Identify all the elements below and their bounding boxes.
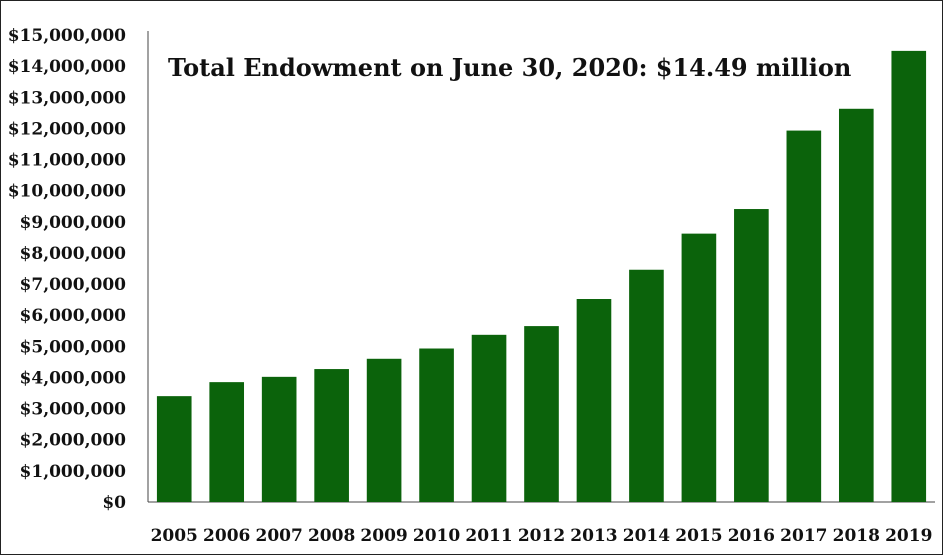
y-tick-label: $4,000,000 [20,368,127,388]
bar-2007 [261,376,297,502]
x-tick-labels: 2005 2006 2007 2008 2009 2010 2011 2012 2013 2014… [151,526,933,546]
x-tick-label: 2019 [885,526,932,546]
bar-2018 [838,108,874,502]
y-tick-labels: $0 $1,000,000 $2,000,000 $3,000,000 $4,000,0… [8,26,126,513]
x-tick-label: 2007 [256,526,303,546]
x-tick-label: 2017 [780,526,827,546]
y-tick-label: $7,000,000 [20,275,127,295]
x-tick-label: 2013 [570,526,617,546]
y-tick-label: $8,000,000 [20,244,127,264]
x-tick-label: 2014 [623,526,670,546]
bar-2017 [786,130,822,502]
y-tick-label: $1,000,000 [20,462,127,482]
bar-2013 [576,299,612,502]
y-tick-label: $6,000,000 [20,306,127,326]
y-tick-label: $9,000,000 [20,213,127,233]
x-tick-label: 2015 [675,526,722,546]
x-tick-label: 2011 [465,526,512,546]
bar-2009 [366,358,402,502]
chart-title: Total Endowment on June 30, 2020: $14.49… [168,53,851,82]
y-tick-label: $13,000,000 [8,88,126,108]
bars [156,50,927,503]
x-tick-label: 2010 [413,526,460,546]
x-tick-label: 2018 [833,526,880,546]
bar-2015 [681,233,717,502]
y-tick-label: $11,000,000 [8,151,126,171]
x-tick-label: 2006 [203,526,250,546]
bar-2010 [419,348,454,502]
x-tick-label: 2012 [518,526,565,546]
y-tick-label: $3,000,000 [20,400,127,420]
bar-2012 [524,326,559,502]
y-tick-label: $14,000,000 [8,57,126,77]
bar-2014 [629,269,664,502]
y-tick-label: $2,000,000 [20,431,127,451]
bar-2019 [891,50,927,503]
bar-2011 [471,334,507,502]
x-tick-label: 2008 [308,526,355,546]
bar-2005 [156,396,192,502]
y-tick-label: $5,000,000 [20,337,127,357]
y-tick-label: $15,000,000 [8,26,126,46]
y-tick-label: $10,000,000 [8,182,126,202]
x-tick-label: 2009 [360,526,407,546]
x-tick-label: 2005 [151,526,198,546]
bar-2008 [314,369,349,502]
bar-2016 [734,209,769,502]
x-tick-label: 2016 [728,526,775,546]
y-tick-label: $0 [102,493,126,513]
y-tick-label: $12,000,000 [8,119,126,139]
bar-2006 [209,382,245,502]
